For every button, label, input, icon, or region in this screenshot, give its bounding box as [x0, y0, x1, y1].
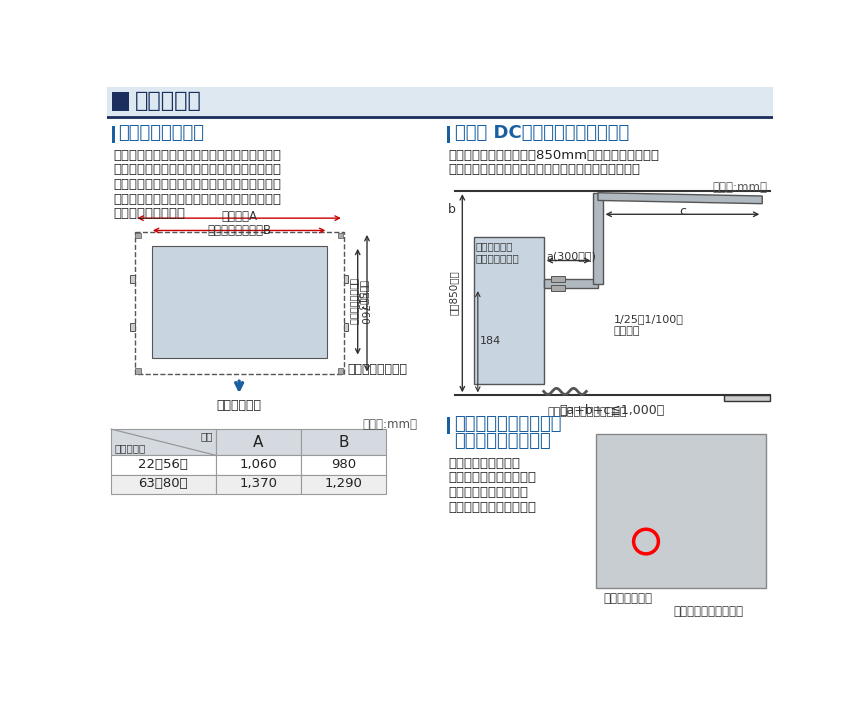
- Bar: [447, 417, 450, 434]
- Text: c: c: [679, 205, 686, 218]
- Bar: [302, 429, 387, 455]
- Text: ドレン揚程は天井面より850mmまで可能。フレキシ: ドレン揚程は天井面より850mmまで可能。フレキシ: [448, 149, 660, 162]
- Text: 空気吹出方向: 空気吹出方向: [216, 399, 262, 412]
- Text: 1,370: 1,370: [240, 478, 277, 490]
- Text: a(300以下): a(300以下): [545, 252, 596, 261]
- Bar: [447, 126, 450, 142]
- Text: 吊りボルトピッチ: 吊りボルトピッチ: [350, 278, 359, 325]
- Text: 本体高さ調整簡略化: 本体高さ調整簡略化: [454, 432, 551, 450]
- Bar: [107, 87, 773, 116]
- Text: 化粧パネルの両端に: 化粧パネルの両端に: [448, 457, 521, 470]
- Text: ブルホース付属で接続の施工性にも配慮しています。: ブルホース付属で接続の施工性にも配慮しています。: [448, 164, 640, 177]
- Bar: [302, 455, 387, 475]
- Bar: [551, 285, 565, 292]
- Text: ドレン排水口: ドレン排水口: [476, 241, 513, 252]
- Text: の割り出しが容易になりました。また、配管の: の割り出しが容易になりました。また、配管の: [113, 178, 282, 191]
- Text: 22～56型: 22～56型: [138, 458, 188, 471]
- Polygon shape: [598, 193, 762, 204]
- Text: 513: 513: [356, 292, 365, 310]
- Bar: [130, 275, 135, 283]
- Text: 据付工事性に配慮: 据付工事性に配慮: [119, 124, 204, 142]
- Text: 付属のフレキシブルホース: 付属のフレキシブルホース: [547, 407, 627, 417]
- Bar: [112, 429, 216, 455]
- Text: 天井開口・本体ユニット・化粧パネルの中心を: 天井開口・本体ユニット・化粧パネルの中心を: [113, 149, 282, 162]
- Text: 高揚程 DCドレンアップメカ搭載: 高揚程 DCドレンアップメカ搭載: [454, 124, 629, 142]
- Bar: [135, 232, 344, 374]
- Bar: [112, 455, 216, 475]
- Bar: [112, 92, 129, 111]
- Text: 184: 184: [480, 337, 502, 346]
- Bar: [302, 475, 387, 494]
- Text: 容量・型名: 容量・型名: [114, 443, 145, 453]
- Text: すべて統一し、左右対称化しました。寸法中心: すべて統一し、左右対称化しました。寸法中心: [113, 164, 282, 177]
- Bar: [474, 238, 544, 384]
- Text: 冷媒、ドレン配管: 冷媒、ドレン配管: [348, 363, 408, 376]
- Text: 980: 980: [332, 458, 356, 471]
- Bar: [344, 275, 349, 283]
- Text: サイドポケット: サイドポケット: [603, 592, 652, 605]
- Text: 1/25～1/100の
下り勾配: 1/25～1/100の 下り勾配: [613, 314, 683, 336]
- Text: 天井開口760: 天井開口760: [359, 281, 369, 325]
- Text: の高さ調整ができます。: の高さ調整ができます。: [448, 501, 536, 514]
- Text: 工事対応力: 工事対応力: [135, 91, 202, 111]
- Bar: [112, 126, 115, 142]
- Text: A: A: [253, 435, 264, 450]
- Bar: [130, 323, 135, 331]
- Bar: [594, 193, 603, 284]
- Text: に対応しています。: に対応しています。: [113, 207, 186, 220]
- Bar: [112, 475, 216, 494]
- Text: 寸法: 寸法: [200, 431, 213, 441]
- Bar: [344, 323, 349, 331]
- Text: 天井開口A: 天井開口A: [221, 210, 257, 223]
- Bar: [551, 276, 565, 282]
- Text: サイドポケットを採用し: サイドポケットを採用し: [448, 472, 536, 484]
- Bar: [135, 369, 141, 374]
- Bar: [151, 246, 326, 358]
- Bar: [338, 233, 343, 238]
- Text: （透明確認部）: （透明確認部）: [476, 253, 519, 262]
- Bar: [216, 455, 302, 475]
- Text: パネルを外さずに本体: パネルを外さずに本体: [448, 486, 528, 499]
- Text: 吊りボルトピッチB: 吊りボルトピッチB: [207, 225, 271, 237]
- Bar: [216, 429, 302, 455]
- Text: （単位:mm）: （単位:mm）: [362, 418, 417, 431]
- Bar: [544, 279, 598, 288]
- Bar: [338, 369, 343, 374]
- Text: （a+b+c≦1,000）: （a+b+c≦1,000）: [559, 404, 665, 417]
- Bar: [135, 233, 141, 238]
- Text: サイドポケット採用で: サイドポケット採用で: [454, 415, 562, 433]
- Text: 1,290: 1,290: [325, 478, 362, 490]
- Bar: [723, 395, 770, 401]
- Text: （単位:mm）: （単位:mm）: [713, 181, 768, 194]
- Text: 1,060: 1,060: [240, 458, 277, 471]
- Text: 最大850まで: 最大850まで: [448, 270, 459, 316]
- Text: 63～80型: 63～80型: [138, 478, 188, 490]
- Bar: [595, 434, 766, 587]
- Text: b: b: [448, 203, 455, 216]
- Text: B: B: [338, 435, 349, 450]
- Text: サイドポケットカバー: サイドポケットカバー: [673, 605, 743, 618]
- Text: 接続面も従来機と同一方向なのでリニューアル: 接続面も従来機と同一方向なのでリニューアル: [113, 193, 282, 206]
- Bar: [216, 475, 302, 494]
